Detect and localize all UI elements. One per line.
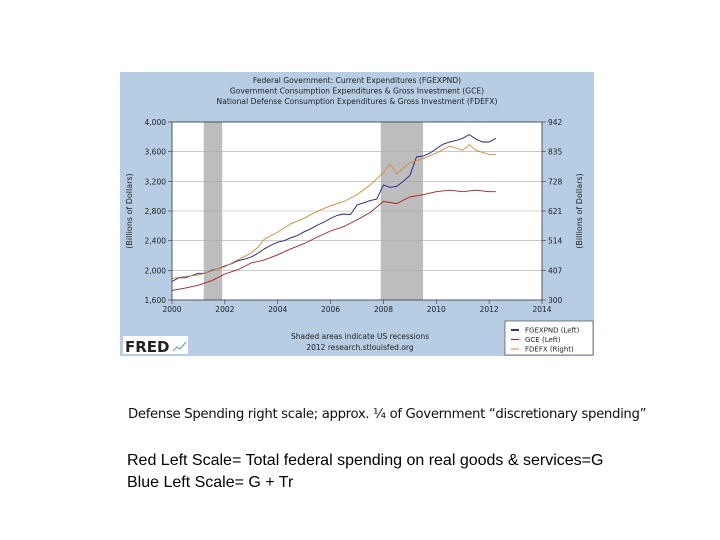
caption-red-scale: Red Left Scale= Total federal spending o… xyxy=(127,452,604,469)
y-tick-label-left: 2,400 xyxy=(145,237,167,246)
legend-label: GCE (Left) xyxy=(525,336,561,344)
plot-frame xyxy=(171,121,543,301)
x-tick-label: 2012 xyxy=(480,305,499,314)
chart-title-line: National Defense Consumption Expenditure… xyxy=(217,97,498,106)
y-tick-label-right: 835 xyxy=(548,148,563,157)
fred-logo-icon xyxy=(172,341,187,352)
y-tick-label-left: 4,000 xyxy=(145,118,167,127)
legend-label: FDEFX (Right) xyxy=(525,346,574,354)
x-tick-label: 2006 xyxy=(321,305,340,314)
legend-label: FGEXPND (Left) xyxy=(525,327,580,335)
chart-title-line: Federal Government: Current Expenditures… xyxy=(253,76,461,85)
x-tick-label: 2008 xyxy=(374,305,393,314)
chart-title-line: Government Consumption Expenditures & Gr… xyxy=(230,87,484,96)
fred-logo: FRED xyxy=(123,336,188,356)
caption-defense: Defense Spending right scale; approx. ¼ … xyxy=(128,407,647,422)
y-tick-label-left: 3,600 xyxy=(145,148,167,157)
x-tick-label: 2002 xyxy=(215,305,234,314)
caption-block: Red Left Scale= Total federal spending o… xyxy=(127,450,603,494)
fred-chart: Federal Government: Current Expenditures… xyxy=(120,72,594,356)
caption-blue-scale: Blue Left Scale= G + Tr xyxy=(127,474,294,491)
y-axis-left-label: (Billions of Dollars) xyxy=(125,173,134,248)
series-line-fdefx xyxy=(171,144,496,279)
y-tick-label-right: 621 xyxy=(548,207,563,216)
legend: FGEXPND (Left)GCE (Left) FDEFX (Right) xyxy=(504,320,594,356)
recession-note: Shaded areas indicate US recessions xyxy=(291,332,429,341)
y-tick-label-right: 300 xyxy=(548,296,563,305)
y-axis-right-label: (Billions of Dollars) xyxy=(575,173,584,248)
y-tick-label-right: 407 xyxy=(548,266,563,275)
y-tick-label-left: 1,600 xyxy=(145,296,167,305)
series-line-fgexpnd xyxy=(171,134,497,282)
y-tick-label-right: 514 xyxy=(548,237,563,246)
y-tick-label-left: 2,000 xyxy=(145,266,167,275)
y-tick-label-right: 728 xyxy=(548,177,563,186)
x-tick-label: 2010 xyxy=(427,305,446,314)
series-line-gce xyxy=(171,189,496,291)
x-tick-label: 2014 xyxy=(532,305,551,314)
y-tick-label-right: 942 xyxy=(548,118,563,127)
fred-logo-text: FRED xyxy=(125,338,170,356)
y-tick-label-left: 3,200 xyxy=(145,177,167,186)
x-tick-label: 2004 xyxy=(268,305,287,314)
x-tick-label: 2000 xyxy=(162,305,181,314)
y-tick-label-left: 2,800 xyxy=(145,207,167,216)
source-note: 2012 research.stlouisfed.org xyxy=(306,343,414,352)
